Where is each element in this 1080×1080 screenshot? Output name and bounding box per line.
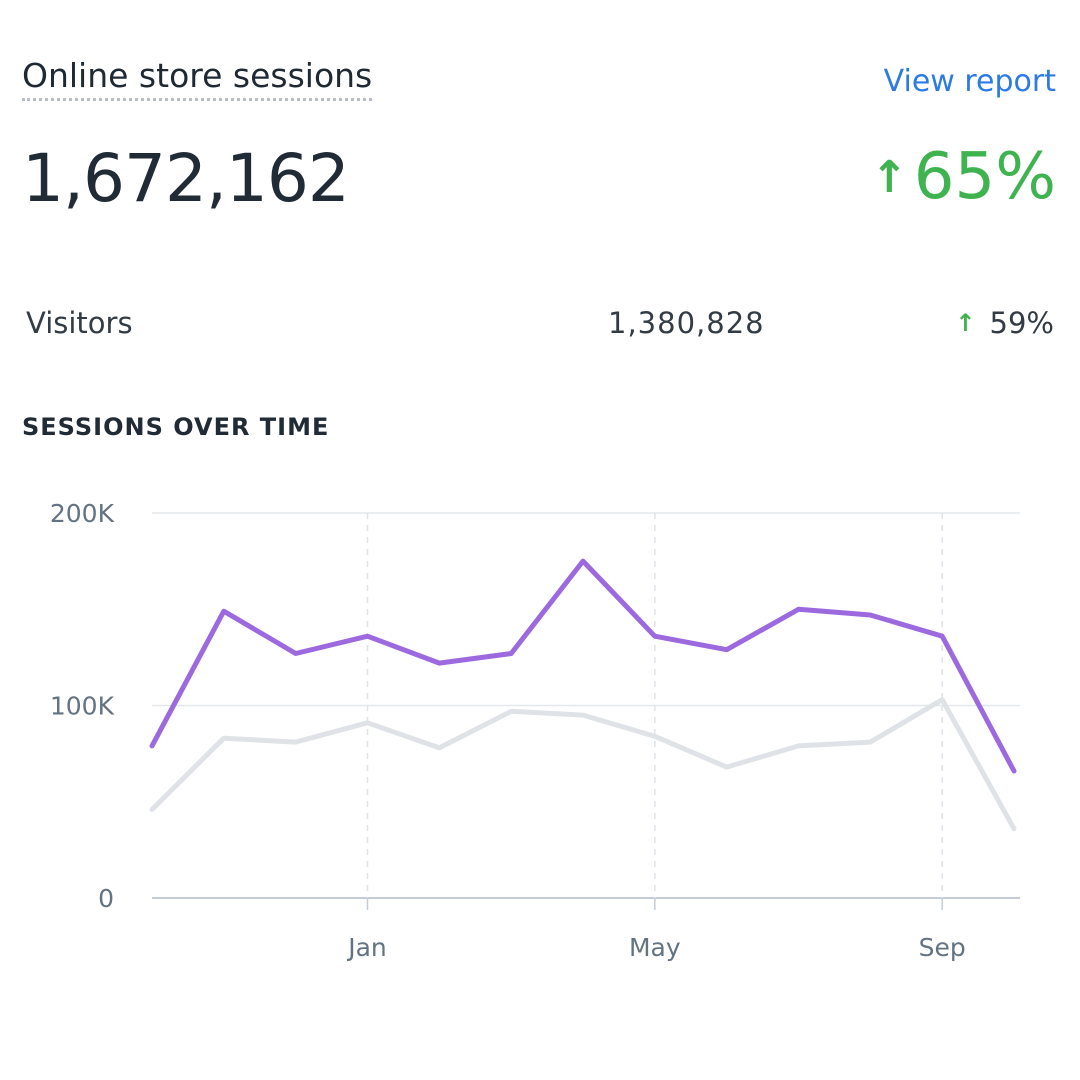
total-change-badge: ↑ 65% (871, 140, 1056, 214)
total-sessions-value: 1,672,162 (22, 140, 350, 217)
arrow-up-icon: ↑ (870, 151, 908, 203)
comparison-series-line (149, 697, 1017, 832)
view-report-link[interactable]: View report (883, 64, 1056, 99)
x-tick-label: Jan (346, 933, 387, 962)
visitors-label: Visitors (26, 306, 133, 340)
y-tick-label: 100K (50, 692, 115, 721)
chart-section-heading: SESSIONS OVER TIME (22, 413, 330, 441)
visitors-change-value: 59% (989, 306, 1054, 340)
card-title: Online store sessions (22, 57, 373, 102)
y-tick-label: 0 (98, 884, 114, 913)
y-tick-label: 200K (50, 499, 115, 528)
visitors-change-badge: ↑ 59% (955, 306, 1054, 340)
visitors-value: 1,380,828 (608, 306, 765, 340)
sessions-series-line (149, 558, 1017, 774)
x-tick-label: May (629, 933, 681, 962)
total-change-value: 65% (913, 140, 1056, 214)
arrow-up-icon: ↑ (955, 309, 976, 337)
x-tick-label: Sep (919, 933, 966, 962)
